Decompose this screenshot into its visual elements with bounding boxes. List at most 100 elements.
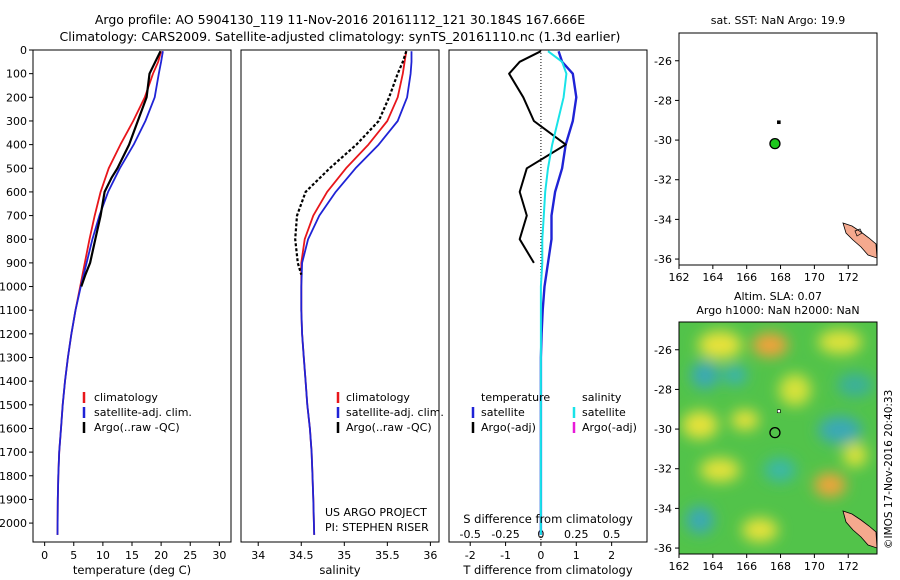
sla-blob	[837, 373, 873, 397]
ytick-label: 300	[6, 115, 27, 128]
ytick-label: 1600	[0, 422, 27, 435]
xtick-label: 10	[96, 549, 110, 562]
difference-line	[539, 50, 568, 535]
sla-blob	[742, 518, 778, 542]
profile-location-dot	[777, 409, 781, 414]
xtick-temperature-label: -1	[500, 549, 511, 562]
salinity-xlabel: salinity	[319, 563, 360, 577]
legend-label-climatology: climatology	[94, 391, 158, 404]
legend-label-satellite: satellite-adj. clim.	[94, 406, 192, 419]
sla-map-title-line1: Altim. SLA: 0.07	[734, 290, 822, 303]
profile-line	[80, 50, 162, 287]
legend-label-sal-satellite: satellite	[582, 406, 626, 419]
xtick-salinity-label: 0.25	[564, 528, 589, 541]
ytick-label: 1800	[0, 470, 27, 483]
sla-blob	[686, 506, 714, 534]
figure-title-line2: Climatology: CARS2009. Satellite-adjuste…	[60, 29, 621, 44]
difference-axes-frame	[448, 49, 648, 543]
pi-credit: PI: STEPHEN RISER	[325, 521, 429, 534]
map-ytick-label: -34	[654, 502, 672, 515]
legend-label-temp-argo: Argo(-adj)	[481, 421, 536, 434]
xtick-label: 35	[337, 549, 351, 562]
map-xtick-label: 164	[702, 560, 723, 573]
legend-heading-temperature: temperature	[481, 391, 550, 404]
ytick-label: 600	[6, 186, 27, 199]
ytick-label: 400	[6, 139, 27, 152]
ytick-label: 700	[6, 210, 27, 223]
map-ytick-label: -30	[654, 134, 672, 147]
sla-blob	[843, 443, 867, 467]
sla-blob	[731, 410, 759, 430]
sla-blob	[779, 374, 811, 406]
sla-blob	[764, 458, 796, 482]
map-xtick-label: 170	[804, 560, 825, 573]
ytick-label: 2000	[0, 517, 27, 530]
map-ytick-label: -30	[654, 423, 672, 436]
map-xtick-label: 166	[736, 560, 757, 573]
sla-blob	[818, 416, 862, 444]
sst-map-panel: sat. SST: NaN Argo: 19.9 162 164 166 168 170…	[654, 14, 878, 284]
xtick-label: 34	[251, 549, 265, 562]
sla-blob	[814, 473, 846, 497]
map-xtick-label: 172	[838, 271, 859, 284]
difference-xlabel-top: S difference from climatology	[463, 512, 633, 526]
map-xtick-label: 162	[669, 560, 690, 573]
legend-label-sal-argo: Argo(-adj)	[582, 421, 637, 434]
xtick-label: 36	[423, 549, 437, 562]
legend-label-climatology: climatology	[346, 391, 410, 404]
ytick-label: 1100	[0, 304, 27, 317]
difference-xlabel: T difference from climatology	[462, 563, 633, 577]
temperature-xlabel: temperature (deg C)	[73, 563, 191, 577]
sla-blob	[698, 331, 742, 359]
ytick-label: 1500	[0, 399, 27, 412]
profile-line	[56, 51, 164, 535]
map-ytick-label: -32	[654, 463, 672, 476]
sla-blob	[818, 330, 862, 354]
map-ytick-label: -32	[654, 174, 672, 187]
xtick-label: 34.5	[289, 549, 314, 562]
sla-blob	[682, 411, 718, 439]
ytick-label: 1900	[0, 493, 27, 506]
map-xtick-label: 166	[736, 271, 757, 284]
sla-heatmap	[679, 322, 877, 554]
xtick-label: 20	[154, 549, 168, 562]
ytick-label: 100	[6, 68, 27, 81]
temperature-axes-frame	[32, 49, 232, 543]
imos-credit: ©IMOS 17-Nov-2016 20:40:33	[883, 390, 895, 549]
map-xtick-label: 164	[702, 271, 723, 284]
map-ytick-label: -28	[654, 383, 672, 396]
map-ytick-label: -34	[654, 213, 672, 226]
difference-legend: temperature salinity satellite Argo(-adj…	[471, 391, 637, 434]
ytick-label: 1000	[0, 281, 27, 294]
profile-location-dot	[777, 120, 781, 125]
ytick-label: 500	[6, 162, 27, 175]
ytick-label: 800	[6, 233, 27, 246]
figure-title-line1: Argo profile: AO 5904130_119 11-Nov-2016…	[95, 12, 585, 27]
sla-blob	[723, 365, 747, 385]
difference-line	[508, 50, 567, 264]
map-xtick-label: 162	[669, 271, 690, 284]
map-xtick-label: 172	[838, 560, 859, 573]
xtick-temperature-label: 2	[608, 549, 615, 562]
legend-label-argo: Argo(..raw -QC)	[346, 421, 432, 434]
sla-map-title-line2: Argo h1000: NaN h2000: NaN	[696, 304, 859, 317]
xtick-salinity-label: -0.5	[459, 528, 480, 541]
temperature-panel: 0100200300400500600700800900100011001200…	[0, 44, 232, 577]
xtick-label: 5	[70, 549, 77, 562]
legend-label-satellite: satellite-adj. clim.	[346, 406, 444, 419]
temperature-legend: climatology satellite-adj. clim. Argo(..…	[82, 391, 192, 434]
sla-blob	[691, 361, 719, 389]
map-ytick-label: -36	[654, 253, 672, 266]
legend-label-temp-satellite: satellite	[481, 406, 525, 419]
ytick-label: 1300	[0, 352, 27, 365]
difference-panel: -2 -1 0 1 2-0.5 -0.25 0 0.25 0.5 T difference fr…	[448, 49, 648, 577]
xtick-label: 0	[41, 549, 48, 562]
xtick-temperature-label: 0	[537, 549, 544, 562]
legend-label-argo: Argo(..raw -QC)	[94, 421, 180, 434]
xtick-label: 30	[212, 549, 226, 562]
profile-line	[294, 50, 408, 276]
map-ytick-label: -26	[654, 55, 672, 68]
project-credit: US ARGO PROJECT	[325, 506, 427, 519]
float-position-marker	[769, 137, 781, 150]
